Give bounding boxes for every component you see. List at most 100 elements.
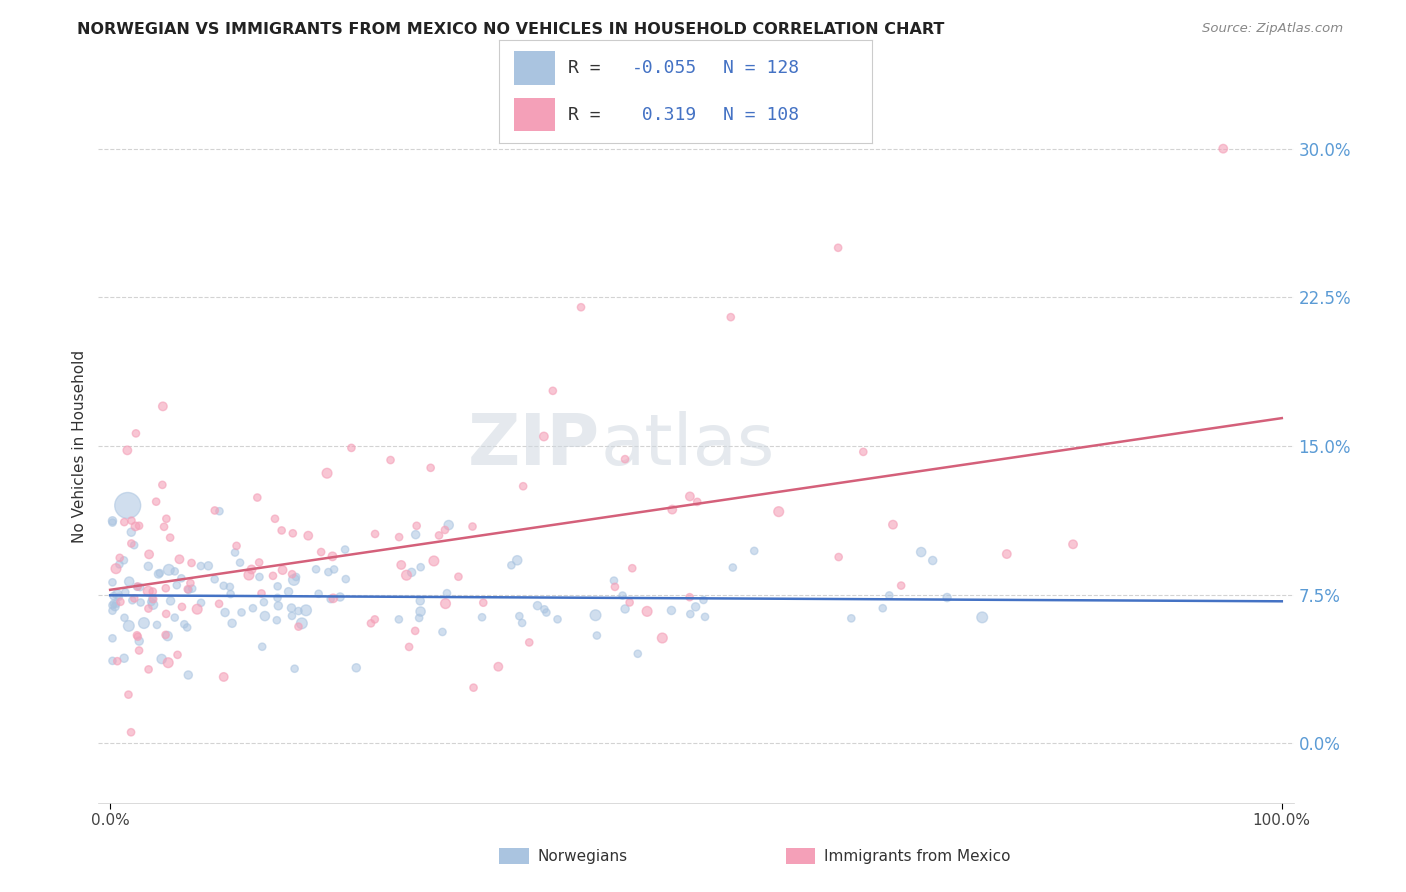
Point [437,518,460,533]
Point [398,640,420,654]
Point [501,558,523,573]
Point [221,616,243,631]
Point [405,527,427,541]
Point [661,603,683,617]
Point [150,652,173,666]
Point [225,539,247,553]
Point [108,550,131,565]
Point [170,571,193,585]
Point [101,604,124,618]
Point [380,453,402,467]
Point [329,590,352,604]
Point [229,556,252,570]
Point [159,531,181,545]
Point [155,581,177,595]
Point [308,587,330,601]
Point [105,562,128,576]
Point [872,601,894,615]
Point [114,611,136,625]
Point [101,654,124,668]
Text: ZIP: ZIP [468,411,600,481]
Point [427,528,450,542]
Point [409,605,432,619]
Point [322,591,344,606]
Point [250,640,273,654]
Bar [499,848,529,864]
Point [112,651,135,665]
Point [136,584,159,599]
Point [419,460,441,475]
Point [603,574,626,588]
Point [246,491,269,505]
Point [335,572,357,586]
Point [101,516,124,530]
Point [409,594,432,608]
Point [253,595,276,609]
Point [541,384,564,398]
Point [742,544,765,558]
Point [125,426,148,441]
Text: atlas: atlas [600,411,775,481]
Point [157,656,180,670]
Point [170,599,193,614]
Point [214,606,236,620]
Point [128,634,150,648]
Y-axis label: No Vehicles in Household: No Vehicles in Household [72,350,87,542]
Point [177,668,200,682]
Point [114,585,136,599]
Point [692,593,714,607]
Text: 0.319: 0.319 [631,105,696,123]
Point [181,582,204,596]
Point [463,681,485,695]
Point [364,612,387,626]
Point [105,588,128,602]
Point [142,592,165,607]
Point [155,628,177,642]
Point [1062,537,1084,551]
Point [152,400,174,414]
Point [118,574,141,589]
Point [129,595,152,609]
Point [249,570,271,584]
Point [432,624,454,639]
Point [512,479,534,493]
Point [132,615,155,630]
Point [180,556,202,570]
Point [603,580,626,594]
Text: Norwegians: Norwegians [537,849,627,863]
Point [447,570,470,584]
Text: R =: R = [568,105,612,123]
Point [108,590,131,604]
Point [333,542,356,557]
Point [138,601,160,615]
Point [166,578,188,592]
Point [340,441,363,455]
Point [124,591,146,606]
Text: N = 128: N = 128 [723,60,799,78]
Point [839,611,862,625]
Point [125,628,148,642]
Point [127,630,149,644]
Point [827,241,849,255]
Point [321,549,343,564]
Point [117,443,139,458]
Point [409,560,432,574]
Point [585,608,607,623]
Point [434,597,457,611]
Point [242,601,264,615]
Point [190,596,212,610]
Point [471,610,494,624]
Point [461,519,484,533]
Point [586,628,609,642]
Point [319,592,342,607]
Point [103,597,125,611]
Text: R =: R = [568,60,612,78]
Point [105,597,128,611]
Point [125,580,148,594]
Point [145,494,167,508]
Point [179,576,201,591]
Point [129,580,152,594]
Point [240,562,263,576]
Point [472,596,495,610]
Point [267,599,290,613]
